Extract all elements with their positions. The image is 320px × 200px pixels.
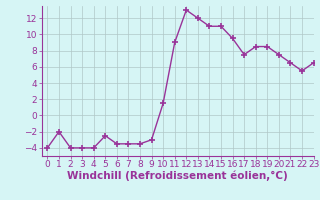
X-axis label: Windchill (Refroidissement éolien,°C): Windchill (Refroidissement éolien,°C) [67,171,288,181]
